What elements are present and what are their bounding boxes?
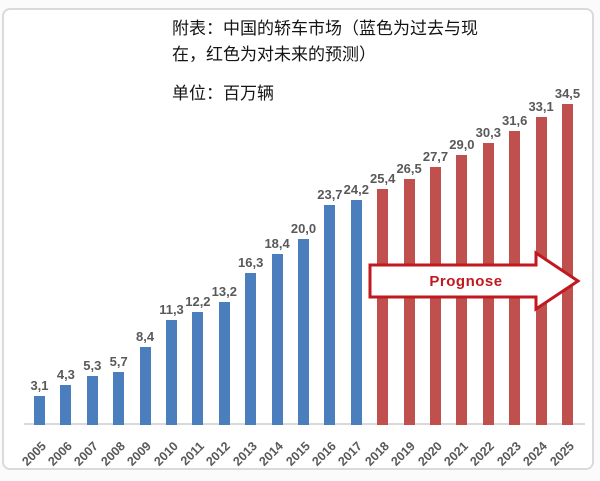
bar-value-label-2008: 5,7 xyxy=(109,354,128,369)
bar-2025 xyxy=(562,104,573,425)
bar-value-label-2018: 25,4 xyxy=(370,171,396,186)
chart-title-line-1: 附表：中国的轿车市场（蓝色为过去与现 xyxy=(172,19,478,38)
bar-2019 xyxy=(403,179,415,425)
bar-value-label-2016: 23,7 xyxy=(317,187,343,202)
bar-value-label-2010: 11,3 xyxy=(159,302,184,317)
bar-2014 xyxy=(271,254,283,425)
bar-value-label-2006: 4,3 xyxy=(56,367,75,382)
bar-2015 xyxy=(298,239,309,425)
bar-2005 xyxy=(34,396,45,425)
prognose-arrow-shape xyxy=(368,250,581,312)
bar-2008 xyxy=(113,372,125,425)
bar-2006 xyxy=(60,385,72,425)
bar-value-label-2014: 18,4 xyxy=(264,236,290,251)
chart-title-block: 附表：中国的轿车市场（蓝色为过去与现 在，红色为对未来的预测） 单位：百万辆 xyxy=(172,16,572,107)
bar-value-label-2021: 29,0 xyxy=(449,137,475,152)
unit-label: 单位：百万辆 xyxy=(172,84,274,103)
bar-value-label-2007: 5,3 xyxy=(83,358,102,373)
bar-2017 xyxy=(350,200,362,425)
bar-value-label-2022: 30,3 xyxy=(475,125,501,140)
bar-value-label-2025: 34,5 xyxy=(554,86,581,101)
bar-value-label-2012: 13,2 xyxy=(211,284,237,299)
bar-value-label-2020: 27,7 xyxy=(422,149,449,164)
bar-2012 xyxy=(218,302,230,425)
bar-2011 xyxy=(192,312,204,425)
prognose-arrow: Prognose xyxy=(368,250,581,312)
bar-value-label-2013: 16,3 xyxy=(238,255,264,270)
bar-value-label-2011: 12,2 xyxy=(185,294,211,309)
bar-2010 xyxy=(166,320,177,425)
bar-value-label-2024: 33,1 xyxy=(528,99,554,114)
bar-value-label-2009: 8,4 xyxy=(136,329,155,344)
bar-value-label-2005: 3,1 xyxy=(30,378,49,393)
bar-value-label-2023: 31,6 xyxy=(502,113,528,128)
bar-value-label-2019: 26,5 xyxy=(396,161,422,176)
bar-2016 xyxy=(324,205,336,425)
bar-2009 xyxy=(139,347,151,425)
chart-title-line-2: 在，红色为对未来的预测） xyxy=(172,45,376,64)
bar-value-label-2015: 20,0 xyxy=(290,221,317,236)
prognose-label: Prognose xyxy=(429,273,502,290)
bar-2007 xyxy=(86,376,98,425)
bar-2013 xyxy=(245,273,257,425)
bar-2018 xyxy=(377,189,389,425)
bar-value-label-2017: 24,2 xyxy=(343,182,369,197)
